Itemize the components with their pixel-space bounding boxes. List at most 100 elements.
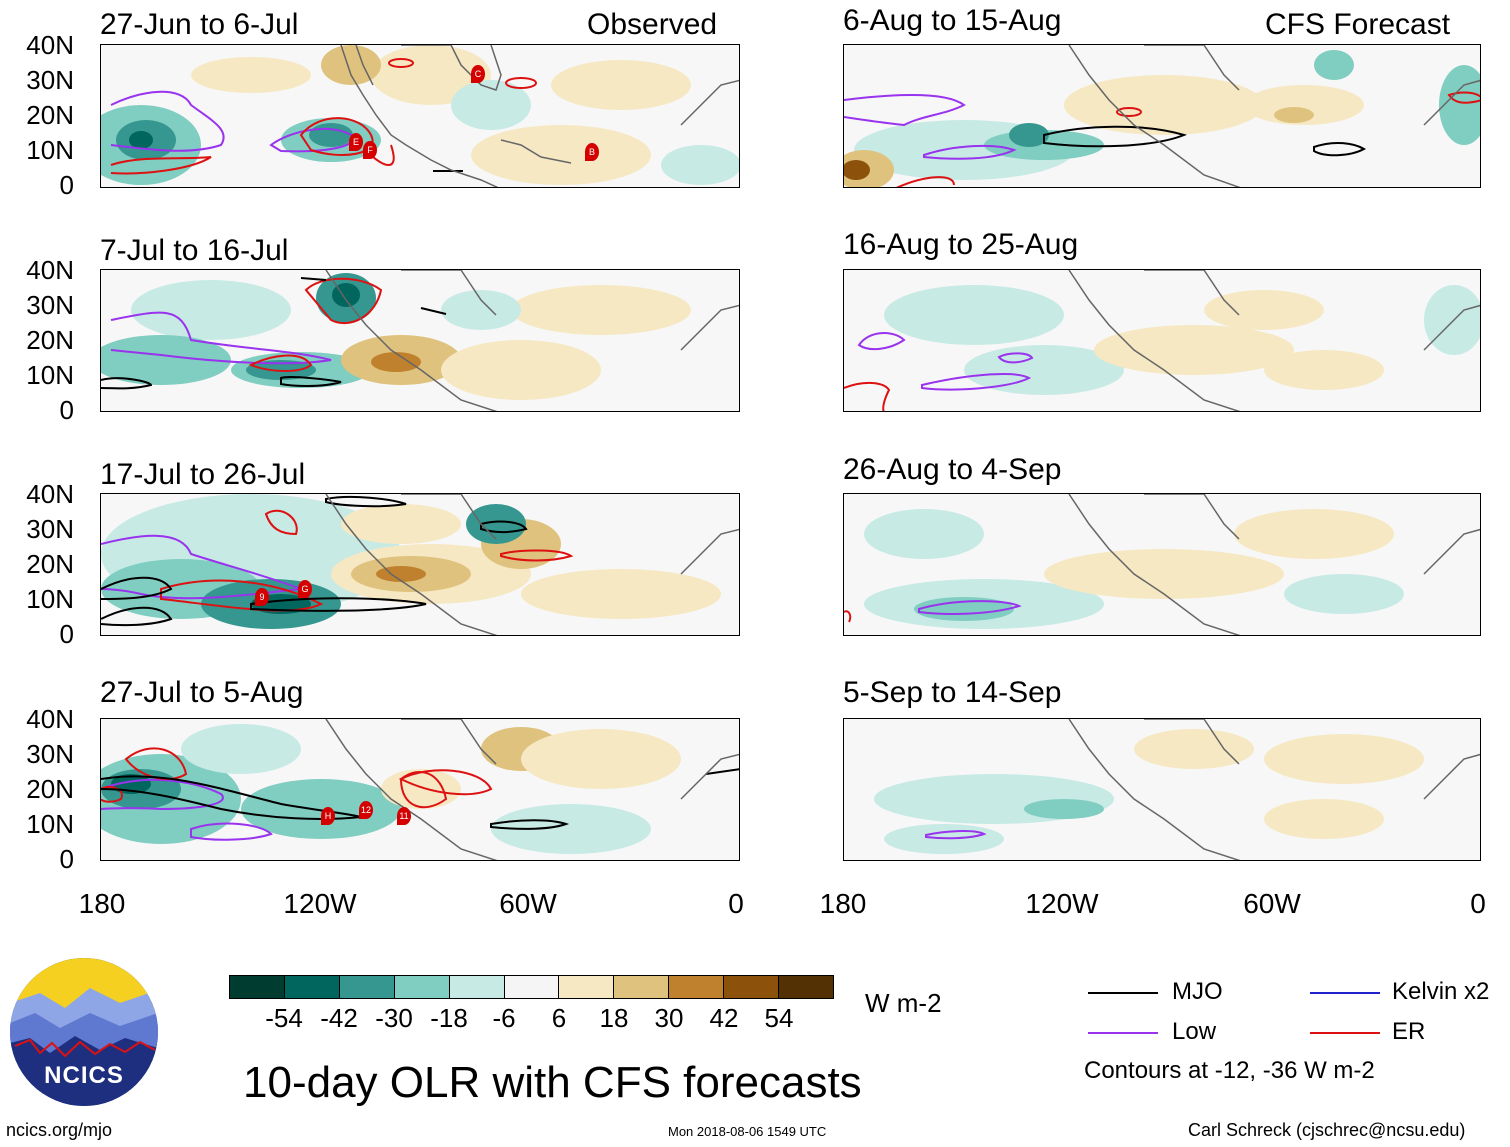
observed-header: Observed <box>587 8 718 41</box>
colorbar-swatch <box>394 976 450 998</box>
colorbar-label: 54 <box>764 1003 794 1033</box>
storm-marker: H <box>321 807 335 825</box>
map-panel-3: 9 G <box>100 493 740 636</box>
map-panel-6 <box>843 269 1481 412</box>
y-tick: 40N <box>26 30 74 60</box>
panel-title-6: 16-Aug to 25-Aug <box>843 228 1079 261</box>
panel-title-1: 27-Jun to 6-Jul <box>100 8 299 41</box>
storm-marker: F <box>363 141 377 159</box>
y-tick: 10N <box>26 135 74 165</box>
y-tick: 40N <box>26 479 74 509</box>
ncics-logo: NCICS <box>10 958 158 1106</box>
cfs-forecast-header: CFS Forecast <box>1265 8 1451 41</box>
colorbar-label: 18 <box>599 1003 629 1033</box>
y-tick: 40N <box>26 704 74 734</box>
colorbar-label: 6 <box>551 1003 567 1033</box>
y-tick: 0 <box>59 170 74 200</box>
footer-site: ncics.org/mjo <box>6 1120 113 1140</box>
x-tick-left: 180 <box>78 888 126 919</box>
contours-note: Contours at -12, -36 W m-2 <box>1084 1057 1375 1084</box>
panel-title-4: 27-Jul to 5-Aug <box>100 676 304 709</box>
y-tick: 20N <box>26 774 74 804</box>
colorbar-label: -30 <box>375 1003 413 1033</box>
storm-marker: 9 <box>255 588 269 606</box>
olr-anomaly-map <box>844 270 1480 411</box>
colorbar-swatch <box>614 976 670 998</box>
y-tick: 0 <box>59 844 74 874</box>
x-tick-right: 0 <box>1470 888 1486 919</box>
colorbar-swatch <box>669 976 725 998</box>
x-tick-left: 60W <box>499 888 557 919</box>
y-tick: 0 <box>59 395 74 425</box>
y-tick: 0 <box>59 619 74 649</box>
main-title: 10-day OLR with CFS forecasts <box>243 1058 862 1107</box>
storm-marker: E <box>349 133 363 151</box>
storm-marker: 11 <box>397 807 411 825</box>
storm-marker: G <box>298 580 312 598</box>
storm-marker: B <box>585 143 599 161</box>
y-tick: 30N <box>26 65 74 95</box>
colorbar-swatch <box>230 976 285 998</box>
colorbar-units: W m-2 <box>865 988 942 1018</box>
footer-timestamp: Mon 2018-08-06 1549 UTC <box>668 1124 827 1139</box>
colorbar-label: 30 <box>654 1003 684 1033</box>
olr-anomaly-map <box>101 494 739 635</box>
map-panel-4: H 12 11 <box>100 718 740 861</box>
colorbar-swatch <box>284 976 340 998</box>
y-tick: 30N <box>26 290 74 320</box>
y-tick: 20N <box>26 100 74 130</box>
colorbar-label: -54 <box>265 1003 303 1033</box>
olr-anomaly-map <box>844 45 1480 187</box>
legend-low-label: Low <box>1172 1018 1217 1045</box>
legend-er-label: ER <box>1392 1018 1426 1045</box>
colorbar-swatch <box>339 976 395 998</box>
legend-mjo-label: MJO <box>1172 978 1223 1005</box>
footer-author: Carl Schreck (cjschrec@ncsu.edu) <box>1188 1120 1466 1140</box>
panel-title-2: 7-Jul to 16-Jul <box>100 234 289 267</box>
legend-kelvin-label: Kelvin x2 <box>1392 978 1490 1005</box>
x-tick-right: 120W <box>1025 888 1099 919</box>
colorbar-label: -18 <box>430 1003 468 1033</box>
olr-anomaly-map <box>874 719 1480 860</box>
y-tick: 30N <box>26 514 74 544</box>
x-tick-left: 0 <box>728 888 744 919</box>
map-panel-1: C E F B <box>100 44 740 188</box>
y-tick: 40N <box>26 255 74 285</box>
storm-marker: 12 <box>359 801 373 819</box>
panel-title-3: 17-Jul to 26-Jul <box>100 458 306 491</box>
map-panel-7 <box>843 493 1481 636</box>
panel-title-5: 6-Aug to 15-Aug <box>843 4 1062 37</box>
colorbar-label: 42 <box>709 1003 739 1033</box>
y-tick: 20N <box>26 549 74 579</box>
olr-anomaly-map <box>101 45 739 187</box>
storm-marker: C <box>471 65 485 83</box>
y-tick: 20N <box>26 325 74 355</box>
colorbar <box>229 975 834 999</box>
logo-text: NCICS <box>44 1062 124 1089</box>
y-tick: 10N <box>26 360 74 390</box>
legend-low-swatch <box>1088 1032 1158 1034</box>
map-panel-5 <box>843 44 1481 188</box>
x-tick-right: 180 <box>819 888 867 919</box>
y-tick: 10N <box>26 809 74 839</box>
map-panel-2 <box>100 269 740 412</box>
y-tick: 10N <box>26 584 74 614</box>
colorbar-label: -42 <box>320 1003 358 1033</box>
panel-title-7: 26-Aug to 4-Sep <box>843 453 1062 486</box>
legend-er-swatch <box>1310 1032 1380 1034</box>
colorbar-swatch <box>559 976 615 998</box>
x-tick-right: 60W <box>1243 888 1301 919</box>
olr-anomaly-map <box>101 270 739 411</box>
y-tick: 30N <box>26 739 74 769</box>
legend-mjo-swatch <box>1088 992 1158 994</box>
colorbar-swatch <box>779 976 833 998</box>
olr-anomaly-map <box>101 719 739 860</box>
colorbar-swatch <box>449 976 505 998</box>
colorbar-label: -6 <box>492 1003 516 1033</box>
legend-kelvin-swatch <box>1310 992 1380 994</box>
map-panel-8 <box>843 718 1481 861</box>
x-tick-left: 120W <box>283 888 357 919</box>
olr-anomaly-map <box>844 494 1480 635</box>
panel-title-8: 5-Sep to 14-Sep <box>843 676 1062 709</box>
colorbar-swatch <box>724 976 780 998</box>
